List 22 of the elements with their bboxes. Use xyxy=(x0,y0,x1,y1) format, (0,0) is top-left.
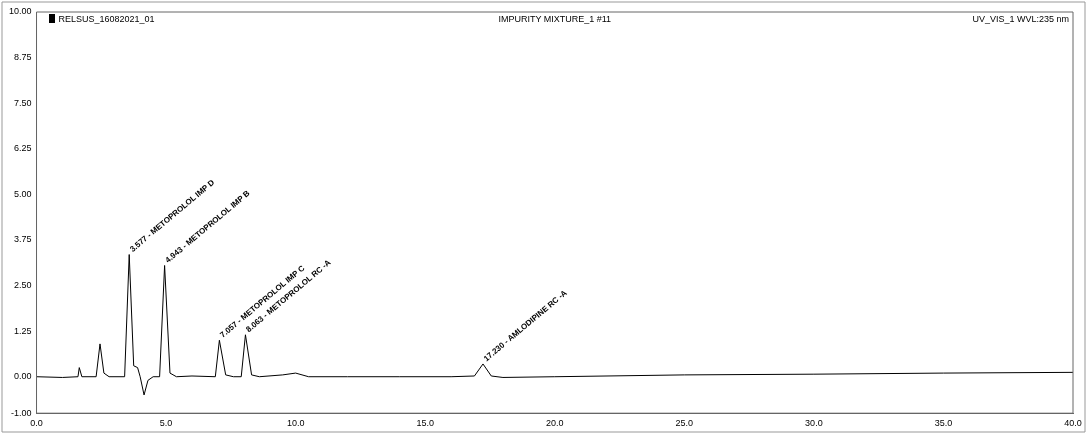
y-tick-label: 10.00 xyxy=(8,6,32,17)
x-tick-label: 20.0 xyxy=(546,418,564,429)
y-tick-label: 3.75 xyxy=(13,234,32,245)
annotation: RELSUS_16082021_01 xyxy=(58,13,155,24)
y-tick-label: 1.25 xyxy=(13,325,32,336)
x-tick-label: 5.0 xyxy=(159,418,173,429)
chart-title: IMPURITY MIXTURE_1 #11 xyxy=(498,13,612,24)
y-tick-label: 8.75 xyxy=(13,52,32,63)
x-tick-label: 0.0 xyxy=(30,418,43,429)
y-tick-label: 2.50 xyxy=(13,280,32,291)
x-tick-label: 35.0 xyxy=(934,418,953,429)
x-tick-label: 30.0 xyxy=(805,418,823,429)
y-tick-label: 7.50 xyxy=(13,97,32,108)
y-tick-label: 6.25 xyxy=(13,143,32,154)
y-tick-label: -1.00 xyxy=(11,407,32,418)
y-tick-label: 5.00 xyxy=(13,188,32,199)
annotation: UV_VIS_1 WVL:235 nm xyxy=(972,13,1069,24)
x-tick-label: 25.0 xyxy=(675,418,694,429)
x-tick-label: 10.0 xyxy=(286,418,305,429)
y-tick-label: 0.00 xyxy=(13,371,32,382)
x-tick-label: 15.0 xyxy=(416,418,434,429)
x-tick-label: 40.0 xyxy=(1064,418,1082,429)
